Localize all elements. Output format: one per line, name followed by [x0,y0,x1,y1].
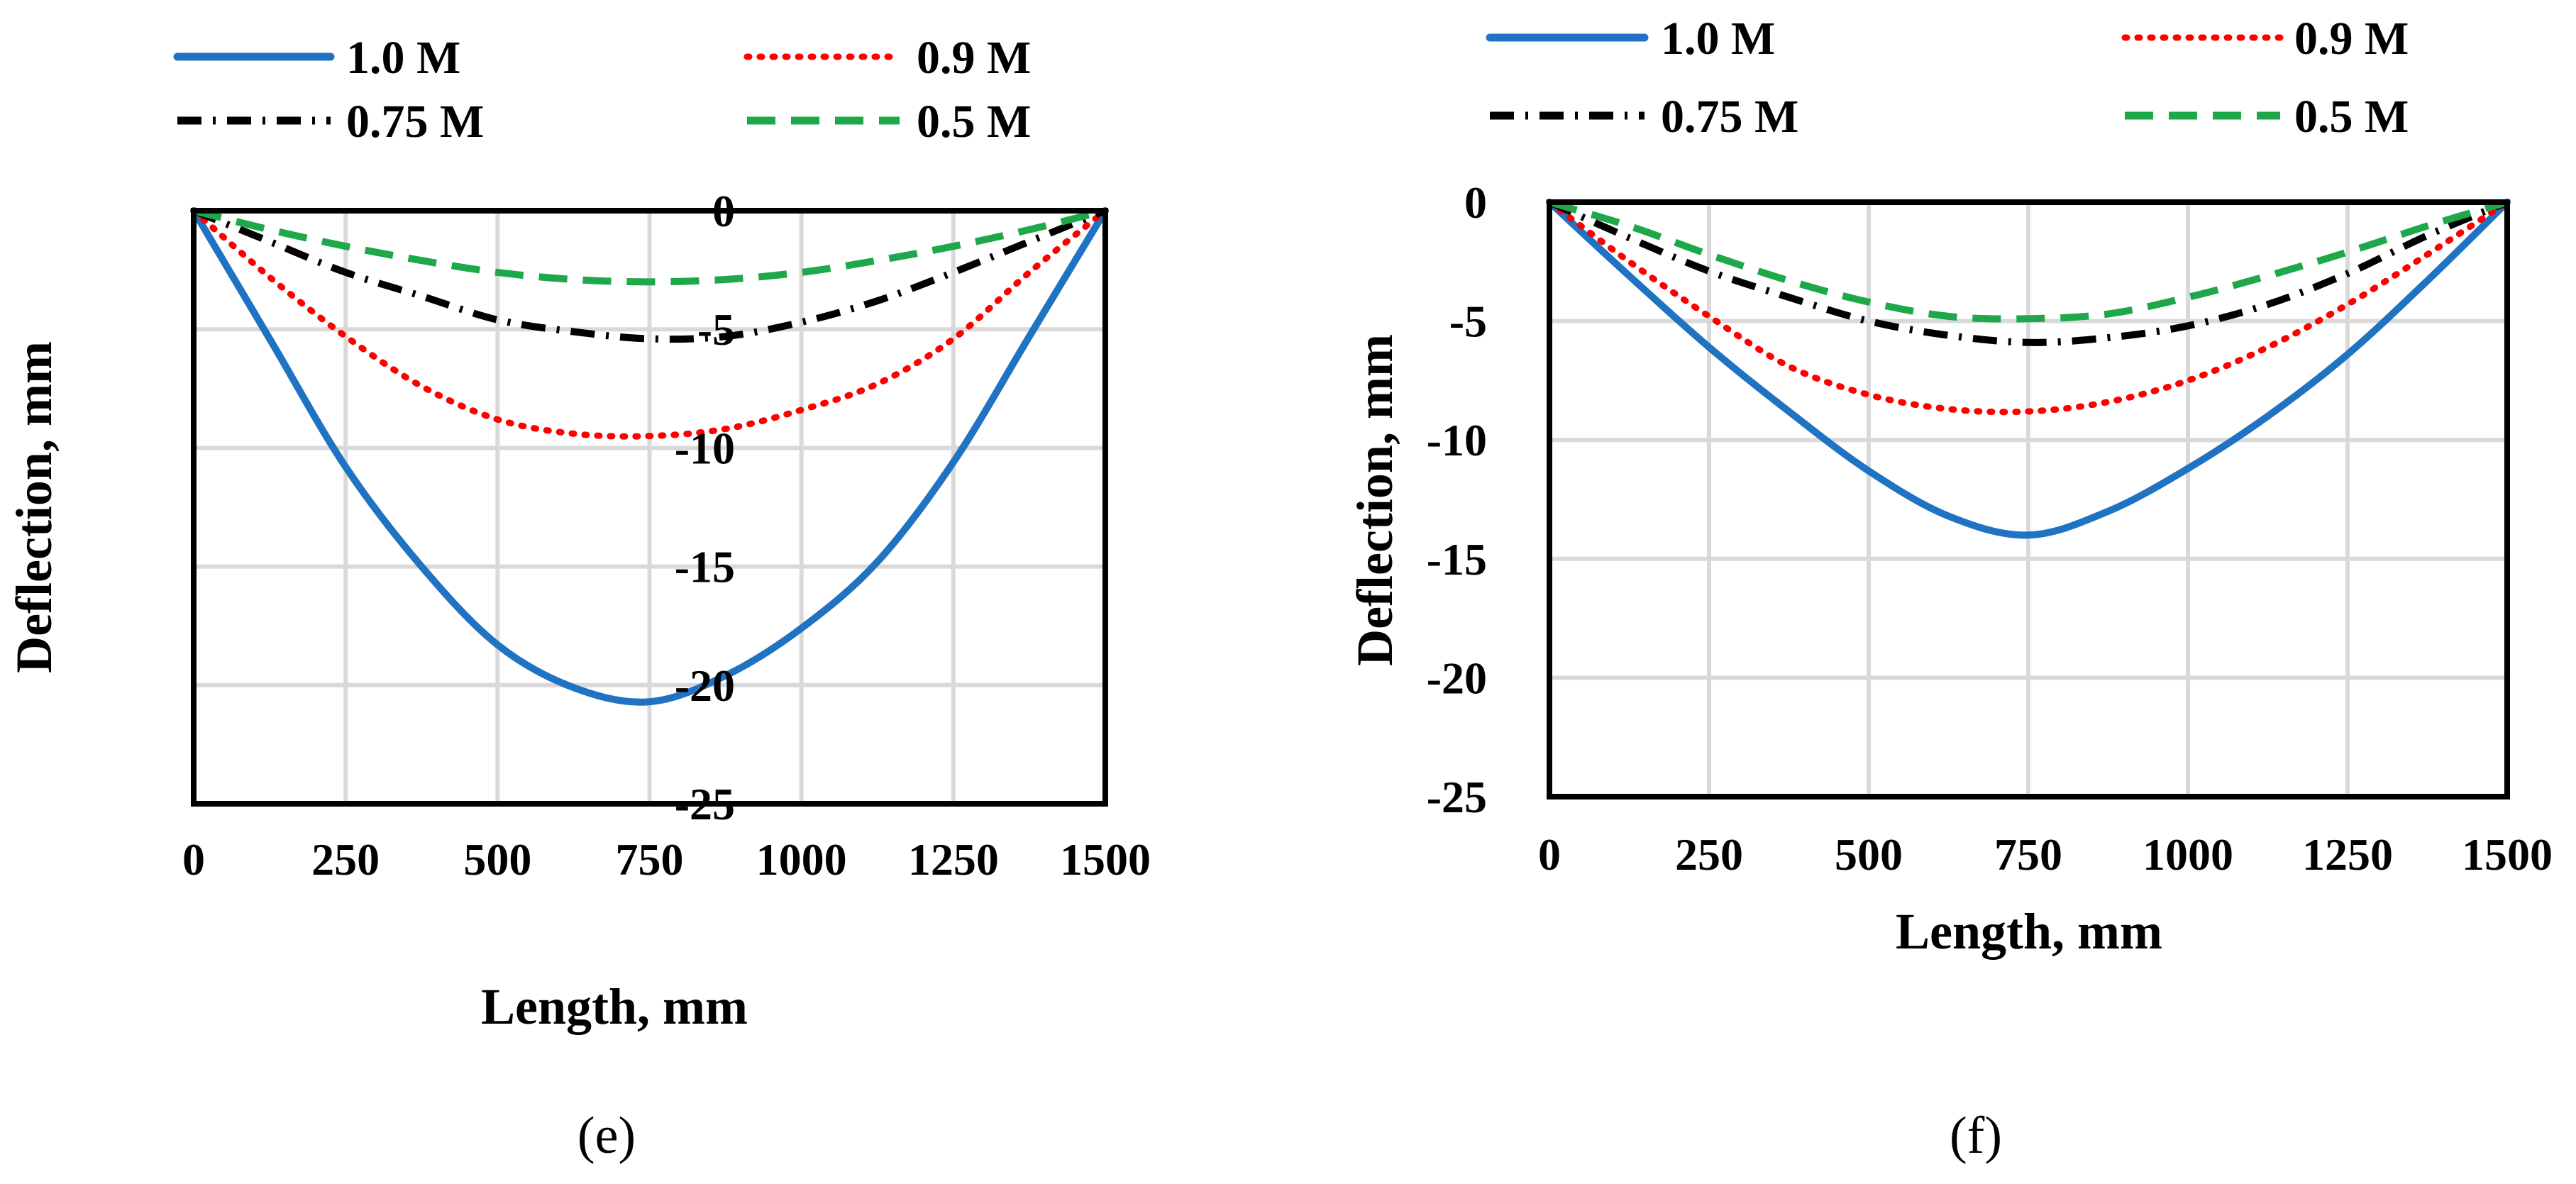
series-line-1-0-M [1546,199,2511,539]
legend-label: 0.75 M [1661,91,1798,143]
series-line-0-9-M [1546,199,2511,416]
series-line-0-5-M [192,207,1107,286]
x-tick-label: 1250 [908,834,999,885]
plot-frame [1547,199,2510,800]
legend-label: 1.0 M [1661,13,1775,65]
y-tick-label: -20 [1427,653,1487,703]
x-tick-label: 0 [182,834,205,885]
y-tick-label: -25 [1427,772,1487,822]
x-tick-label: 750 [1994,829,2062,880]
y-tick-label: 0 [712,186,735,236]
y-axis-title: Deflection, mm [6,341,62,673]
x-tick-label: 1000 [2143,829,2233,880]
y-tick-label: -15 [1427,534,1487,585]
x-tick-label: 1250 [2302,829,2393,880]
legend-label: 0.5 M [917,96,1031,148]
y-tick-label: -20 [675,660,735,711]
legend-label: 1.0 M [346,32,460,84]
x-tick-label: 1000 [756,834,847,885]
x-tick-label: 750 [616,834,684,885]
chart-panel-e: 1.0 M 0.9 M 0.75 M 0.5 M 0 250 500 750 1000 1250 1… [6,32,1151,1165]
series-line-1-0-M [190,207,1109,706]
x-tick-label: 250 [1675,829,1743,880]
panel-caption: (f) [1950,1107,2002,1165]
y-tick-label: -25 [675,779,735,829]
y-tick-label: -10 [675,423,735,473]
x-axis-title: Length, mm [481,978,748,1035]
series-line-0-75-M [1547,199,2509,346]
y-tick-label: -5 [1449,297,1487,347]
legend-label: 0.9 M [2294,13,2409,65]
x-tick-label: 500 [1835,829,1903,880]
y-tick-label: -15 [675,542,735,592]
panel-caption: (e) [577,1107,636,1165]
x-tick-label: 0 [1538,829,1561,880]
y-tick-label: -5 [697,304,735,355]
x-tick-label: 1500 [1060,834,1151,885]
y-tick-label: 0 [1464,177,1487,228]
y-axis-title: Deflection, mm [1347,334,1403,666]
legend-label: 0.9 M [917,32,1031,84]
series-line-0-75-M [192,207,1107,343]
x-tick-label: 250 [311,834,380,885]
series-line-0-9-M [190,207,1109,440]
legend-label: 0.5 M [2294,91,2409,143]
y-tick-label: -10 [1427,415,1487,465]
legend-label: 0.75 M [346,96,484,148]
x-tick-label: 1500 [2462,829,2553,880]
x-tick-label: 500 [463,834,531,885]
series-line-0-5-M [1548,199,2509,323]
x-axis-title: Length, mm [1896,903,2162,960]
plot-frame [191,208,1108,807]
chart-panel-f: 1.0 M 0.9 M 0.75 M 0.5 M 0 250 500 750 1000 1250 1… [1347,13,2553,1165]
